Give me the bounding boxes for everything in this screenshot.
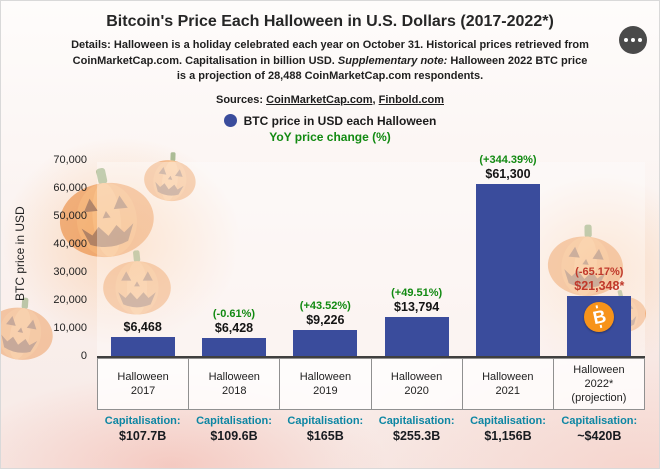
chart-legend: BTC price in USD each Halloween YoY pric… <box>1 114 659 144</box>
bitcoin-icon: B <box>584 301 615 332</box>
y-axis-title: BTC price in USD <box>13 206 27 301</box>
details-paragraph: Details: Halloween is a holiday celebrat… <box>68 38 592 85</box>
chart-column: $6,468 <box>97 162 188 356</box>
details-body: Halloween 2022 BTC price <box>447 54 588 67</box>
bar-value-label: $61,300 <box>485 166 531 181</box>
details-emphasis: is a projection <box>176 70 252 82</box>
x-axis-category: Halloween 2021 <box>462 357 554 410</box>
price-bar-2018 <box>202 337 266 356</box>
capitalisation-cell: Capitalisation: ~$420B <box>554 415 645 443</box>
bar-value-label: $6,468 <box>123 320 162 335</box>
y-tick-label: 30,000 <box>53 265 87 278</box>
source-link-finbold[interactable]: Finbold.com <box>378 93 444 106</box>
y-tick-label: 60,000 <box>53 181 87 194</box>
chart-column: (+49.51%) $13,794 <box>371 162 462 356</box>
y-tick-label: 10,000 <box>53 321 87 334</box>
price-bar-2022: B <box>567 295 632 356</box>
price-bar-2017 <box>110 337 175 356</box>
capitalisation-cell: Capitalisation: $255.3B <box>371 415 462 443</box>
capitalisation-label: Capitalisation: <box>104 414 181 427</box>
bar-value-label: $6,428 <box>214 320 254 335</box>
x-axis-category: Halloween 2020 <box>371 357 463 410</box>
capitalisation-value: $109.6B <box>210 428 258 443</box>
capitalisation-cell: Capitalisation: $1,156B <box>462 415 553 443</box>
capitalisation-cell: Capitalisation: $107.7B <box>97 415 188 443</box>
x-axis-category: Halloween 2017 <box>97 357 190 410</box>
sources-line: Sources: CoinMarketCap.com, Finbold.com <box>1 94 659 106</box>
legend-dot-icon <box>223 114 237 127</box>
x-axis-categories: Halloween 2017 Halloween 2018 Halloween 20… <box>97 357 646 410</box>
more-options-button[interactable] <box>619 26 647 54</box>
bar-value-label: $13,794 <box>394 299 440 314</box>
bar-value-label: $21,348* <box>574 278 625 293</box>
yoy-change-label: (+43.52%) <box>299 299 351 312</box>
yoy-change-label: (+344.39%) <box>479 153 537 166</box>
details-body: Halloween is a holiday celebrated each y… <box>72 39 589 67</box>
y-tick-label: 70,000 <box>53 153 87 166</box>
chart-column: (+344.39%) $61,300 <box>462 154 553 356</box>
price-bar-2020 <box>384 316 449 356</box>
y-tick-label: 50,000 <box>53 209 87 222</box>
chart-title: Bitcoin's Price Each Halloween in U.S. D… <box>106 13 554 30</box>
more-options-icon <box>638 38 642 42</box>
plot-area: $6,468 (-0.61%) $6,428 (+43.52%) $9,226 (+49.… <box>97 154 645 358</box>
capitalisation-cell: Capitalisation: $165B <box>280 415 371 443</box>
y-axis-ticks: 0 10,000 20,000 30,000 40,000 50,000 60,000 70,… <box>29 154 93 362</box>
details-label: Details: <box>71 39 111 51</box>
capitalisation-value: $1,156B <box>484 428 532 443</box>
sources-label: Sources: <box>215 93 264 106</box>
x-axis-category: Halloween 2022* (projection) <box>553 357 646 410</box>
capitalisation-value: $165B <box>306 428 344 443</box>
capitalisation-row: Capitalisation: $107.7B Capitalisation: $10… <box>97 415 645 443</box>
chart-column: (+43.52%) $9,226 <box>280 162 371 356</box>
details-body: of 28,488 CoinMarketCap.com respondents. <box>251 70 484 82</box>
capitalisation-label: Capitalisation: <box>470 414 546 427</box>
yoy-change-label: (+49.51%) <box>391 286 443 299</box>
y-tick-label: 0 <box>80 349 87 362</box>
supplementary-note-label: Supplementary note: <box>337 54 448 67</box>
chart-column: (-0.61%) $6,428 <box>188 162 279 356</box>
price-bar-2019 <box>293 329 358 356</box>
x-axis-category: Halloween 2018 <box>189 357 281 410</box>
capitalisation-label: Capitalisation: <box>287 414 364 427</box>
y-tick-label: 40,000 <box>53 237 87 250</box>
bar-value-label: $9,226 <box>306 312 345 327</box>
capitalisation-label: Capitalisation: <box>378 414 455 427</box>
capitalisation-label: Capitalisation: <box>561 414 638 427</box>
chart-column: (-65.17%) $21,348* B <box>554 162 645 356</box>
legend-yoy-label: YoY price change (%) <box>269 129 391 144</box>
legend-series-label: BTC price in USD each Halloween <box>243 113 437 128</box>
y-tick-label: 20,000 <box>53 293 87 306</box>
price-bar-2021 <box>476 183 540 356</box>
chart-area: BTC price in USD 0 10,000 20,000 30,000 40,0… <box>9 148 651 443</box>
capitalisation-value: $255.3B <box>393 428 441 443</box>
sources-separator: , <box>372 93 379 106</box>
more-options-icon <box>631 38 635 42</box>
yoy-change-label: (-65.17%) <box>575 265 624 278</box>
capitalisation-value: $107.7B <box>119 428 167 443</box>
source-link-coinmarketcap[interactable]: CoinMarketCap.com <box>266 93 373 106</box>
yoy-change-label: (-0.61%) <box>212 307 256 320</box>
more-options-icon <box>624 38 628 42</box>
x-axis-category: Halloween 2019 <box>280 357 372 410</box>
capitalisation-cell: Capitalisation: $109.6B <box>188 415 279 443</box>
capitalisation-label: Capitalisation: <box>196 414 272 427</box>
capitalisation-value: ~$420B <box>577 428 622 443</box>
